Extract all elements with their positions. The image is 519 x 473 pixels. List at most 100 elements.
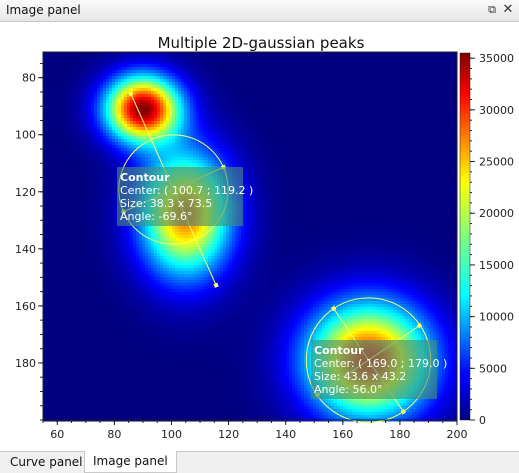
heatmap-cell [286, 151, 290, 155]
heatmap-cell [406, 52, 410, 56]
heatmap-cell [220, 73, 224, 77]
heatmap-cell [202, 139, 206, 143]
heatmap-cell [289, 154, 293, 158]
heatmap-cell [196, 73, 200, 77]
heatmap-cell [178, 91, 182, 95]
heatmap-cell [100, 136, 104, 140]
heatmap-cell [193, 91, 197, 95]
heatmap-cell [238, 106, 242, 110]
image-plot[interactable]: Multiple 2D-gaussian peaks 60 80 100 120 140… [0, 0, 519, 451]
heatmap-cell [160, 58, 164, 62]
heatmap-cell [352, 133, 356, 137]
heatmap-cell [394, 115, 398, 119]
heatmap-cell [175, 118, 179, 122]
heatmap-cell [190, 55, 194, 59]
heatmap-cell [241, 52, 245, 56]
heatmap-cell [226, 112, 230, 116]
heatmap-cell [94, 157, 98, 161]
heatmap-cell [127, 145, 131, 149]
heatmap-cell [382, 103, 386, 107]
heatmap-cell [79, 58, 83, 62]
heatmap-cell [106, 115, 110, 119]
heatmap-cell [184, 73, 188, 77]
heatmap-cell [148, 154, 152, 158]
heatmap-cell [127, 70, 131, 74]
heatmap-cell [124, 52, 128, 56]
heatmap-cell [262, 97, 266, 101]
heatmap-cell [256, 76, 260, 80]
heatmap-cell [136, 64, 140, 68]
heatmap-cell [115, 100, 119, 104]
heatmap-cell [433, 88, 437, 92]
heatmap-cell [274, 103, 278, 107]
heatmap-cell [244, 109, 248, 113]
heatmap-cell [289, 151, 293, 155]
heatmap-cell [223, 127, 227, 131]
heatmap-cell [46, 85, 50, 89]
heatmap-cell [430, 55, 434, 59]
heatmap-cell [325, 73, 329, 77]
heatmap-cell [148, 55, 152, 59]
heatmap-cell [142, 115, 146, 119]
heatmap-cell [415, 52, 419, 56]
heatmap-cell [373, 67, 377, 71]
heatmap-cell [334, 112, 338, 116]
heatmap-cell [379, 154, 383, 158]
heatmap-cell [205, 70, 209, 74]
heatmap-cell [397, 130, 401, 134]
heatmap-cell [244, 67, 248, 71]
heatmap-cell [115, 58, 119, 62]
heatmap-cell [100, 79, 104, 83]
heatmap-cell [373, 115, 377, 119]
heatmap-cell [169, 130, 173, 134]
heatmap-cell [295, 148, 299, 152]
heatmap-cell [133, 76, 137, 80]
heatmap-cell [112, 70, 116, 74]
heatmap-cell [352, 94, 356, 98]
heatmap-cell [337, 91, 341, 95]
heatmap-cell [295, 100, 299, 104]
heatmap-cell [388, 79, 392, 83]
heatmap-cell [229, 76, 233, 80]
heatmap-cell [73, 142, 77, 146]
heatmap-cell [184, 109, 188, 113]
heatmap-cell [55, 154, 59, 158]
heatmap-cell [286, 112, 290, 116]
heatmap-cell [304, 121, 308, 125]
heatmap-cell [448, 88, 452, 92]
heatmap-cell [196, 97, 200, 101]
heatmap-cell [238, 55, 242, 59]
heatmap-cell [118, 91, 122, 95]
heatmap-cell [424, 139, 428, 143]
heatmap-cell [280, 121, 284, 125]
heatmap-cell [373, 121, 377, 125]
heatmap-cell [442, 61, 446, 65]
heatmap-cell [268, 157, 272, 161]
heatmap-cell [253, 139, 257, 143]
heatmap-cell [427, 73, 431, 77]
heatmap-cell [310, 76, 314, 80]
heatmap-cell [208, 127, 212, 131]
heatmap-cell [220, 82, 224, 86]
heatmap-cell [292, 82, 296, 86]
heatmap-cell [385, 133, 389, 137]
heatmap-cell [379, 136, 383, 140]
heatmap-cell [46, 139, 50, 143]
heatmap-cell [424, 91, 428, 95]
heatmap-cell [400, 97, 404, 101]
heatmap-cell [298, 136, 302, 140]
heatmap-cell [322, 94, 326, 98]
heatmap-cell [337, 55, 341, 59]
heatmap-cell [415, 76, 419, 80]
heatmap-cell [280, 133, 284, 137]
heatmap-cell [295, 97, 299, 101]
heatmap-cell [67, 148, 71, 152]
heatmap-cell [433, 124, 437, 128]
heatmap-cell [121, 67, 125, 71]
heatmap-cell [136, 58, 140, 62]
heatmap-cell [94, 79, 98, 83]
heatmap-cell [199, 70, 203, 74]
heatmap-cell [52, 91, 56, 95]
heatmap-cell [235, 58, 239, 62]
heatmap-cell [388, 76, 392, 80]
